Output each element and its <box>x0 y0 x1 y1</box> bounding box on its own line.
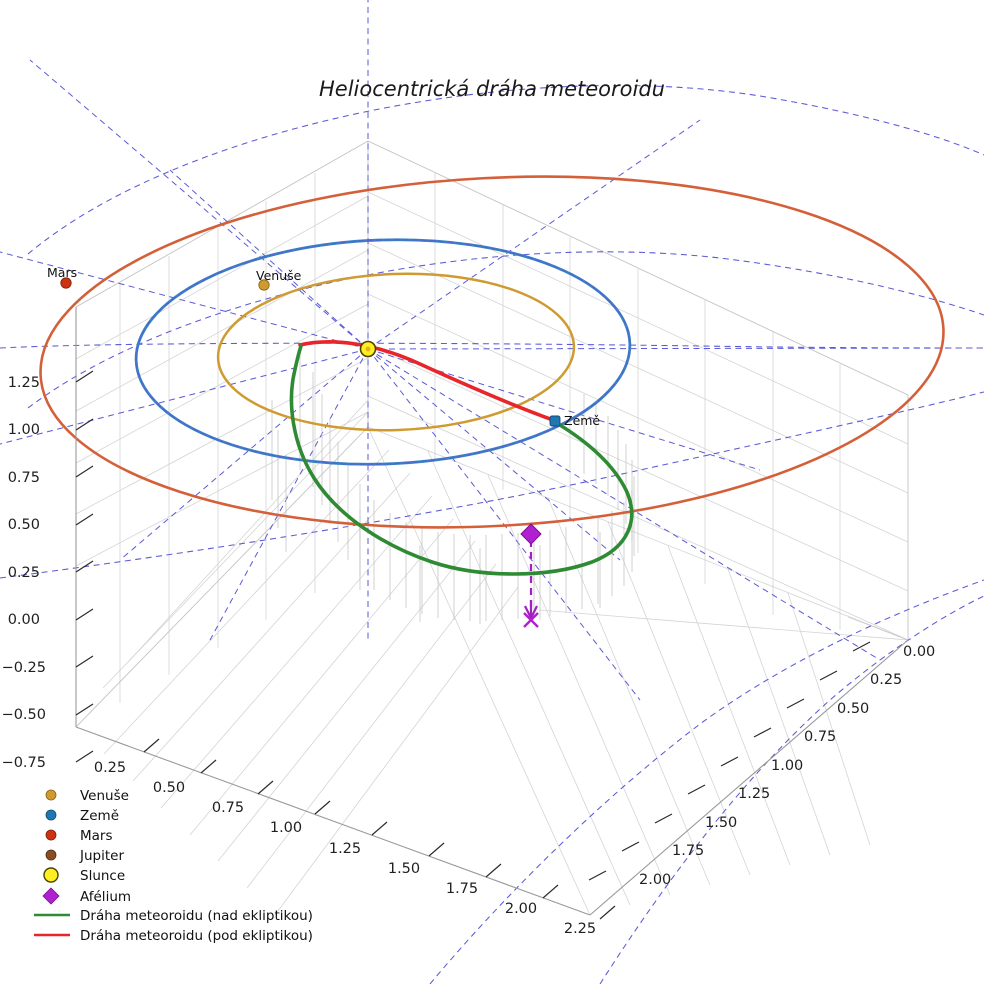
legend: Venuše Země Mars Jupiter Slunce <box>34 788 313 944</box>
legend-label: Afélium <box>80 889 131 905</box>
z-tick-labels: 1.25 1.00 0.75 0.50 0.25 0.00 −0.25 −0.5… <box>2 375 46 771</box>
y-tick-label: 1.00 <box>771 758 803 774</box>
y-tick-label: 0.75 <box>804 729 836 745</box>
aphelion-arrow-icon <box>524 600 538 621</box>
x-axis-line <box>75 726 591 916</box>
z-tick-label: 0.75 <box>8 470 40 486</box>
legend-marker-slunce-icon <box>43 867 59 883</box>
legend-marker-jupiter-icon <box>45 849 57 861</box>
marker-slunce-core <box>365 346 371 352</box>
y-tick-label: 0.25 <box>870 672 902 688</box>
y-axis-line <box>589 639 909 916</box>
x-tick-labels: 0.25 0.50 0.75 1.00 1.25 1.50 1.75 2.00 … <box>94 760 596 937</box>
legend-item-jupiter[interactable]: Jupiter <box>45 848 124 864</box>
aphelion-group <box>520 523 542 628</box>
aphelion-diamond-icon <box>520 523 542 545</box>
marker-venuse <box>258 279 270 291</box>
z-tick-label: 1.25 <box>8 375 40 391</box>
z-tick-label: −0.25 <box>2 660 46 676</box>
z-tickmarks <box>75 370 94 763</box>
trajectory-stems <box>271 352 635 624</box>
y-tick-label: 1.75 <box>672 843 704 859</box>
y-tick-label: 0.00 <box>903 644 935 660</box>
legend-label: Dráha meteoroidu (pod ekliptikou) <box>80 928 313 944</box>
meteoroid-trajectory <box>289 340 634 576</box>
legend-label: Venuše <box>80 788 129 804</box>
legend-marker-mars-icon <box>45 829 57 841</box>
legend-item-mars[interactable]: Mars <box>45 828 113 844</box>
meteoroid-above-ecliptic <box>289 344 634 576</box>
label-venuse: Venuše <box>256 268 302 283</box>
x-tickmarks <box>143 738 616 920</box>
axis-decorations <box>75 307 909 920</box>
legend-label: Slunce <box>80 868 125 884</box>
label-mars: Mars <box>47 265 77 280</box>
page-title: Heliocentrická dráha meteoroidu <box>319 77 665 101</box>
legend-item-venuse[interactable]: Venuše <box>45 788 129 804</box>
legend-item-afelium[interactable]: Afélium <box>42 887 131 905</box>
legend-label: Mars <box>80 828 113 844</box>
x-tick-label: 1.00 <box>270 820 302 836</box>
y-tick-label: 0.50 <box>837 701 869 717</box>
z-tick-label: −0.50 <box>2 707 46 723</box>
x-tick-label: 0.50 <box>153 780 185 796</box>
meteoroid-below-ecliptic <box>298 340 555 422</box>
marker-mars <box>60 277 72 289</box>
label-zeme: Země <box>564 413 600 428</box>
z-tick-label: 1.00 <box>8 422 40 438</box>
legend-label: Dráha meteoroidu (nad ekliptikou) <box>80 908 313 924</box>
planet-orbits <box>39 175 945 529</box>
y-tick-label: 1.50 <box>705 815 737 831</box>
z-tick-label: −0.75 <box>2 755 46 771</box>
x-tick-label: 1.50 <box>388 861 420 877</box>
aphelion-x-icon <box>523 612 539 628</box>
body-markers: Mars Venuše Země <box>47 265 600 428</box>
x-tick-label: 1.75 <box>446 881 478 897</box>
legend-item-above-ecliptic[interactable]: Dráha meteoroidu (nad ekliptikou) <box>34 908 313 924</box>
legend-marker-zeme-icon <box>45 809 57 821</box>
orbit-venuse <box>216 272 576 432</box>
legend-item-slunce[interactable]: Slunce <box>43 867 125 884</box>
x-tick-label: 0.25 <box>94 760 126 776</box>
y-tick-label: 1.25 <box>738 786 770 802</box>
x-tick-label: 2.00 <box>505 901 537 917</box>
legend-item-zeme[interactable]: Země <box>45 808 119 824</box>
axes3d-panes <box>75 140 909 916</box>
orbit-mars <box>39 175 945 529</box>
z-tick-label: 0.50 <box>8 517 40 533</box>
marker-zeme <box>549 415 561 427</box>
y-tickmarks <box>588 641 871 881</box>
legend-label: Země <box>80 808 119 824</box>
legend-marker-venuse-icon <box>45 789 57 801</box>
y-tick-labels: 0.00 0.25 0.50 0.75 1.00 1.25 1.50 1.75 … <box>639 644 935 888</box>
z-tick-label: 0.25 <box>8 565 40 581</box>
orbit-zeme-overlay <box>135 239 631 465</box>
legend-marker-afelium-icon <box>42 887 60 905</box>
x-tick-label: 2.25 <box>564 921 596 937</box>
x-tick-label: 0.75 <box>212 800 244 816</box>
y-tick-label: 2.00 <box>639 872 671 888</box>
legend-item-below-ecliptic[interactable]: Dráha meteoroidu (pod ekliptikou) <box>34 928 313 944</box>
x-tick-label: 1.25 <box>329 841 361 857</box>
legend-label: Jupiter <box>79 848 124 864</box>
z-tick-label: 0.00 <box>8 612 40 628</box>
